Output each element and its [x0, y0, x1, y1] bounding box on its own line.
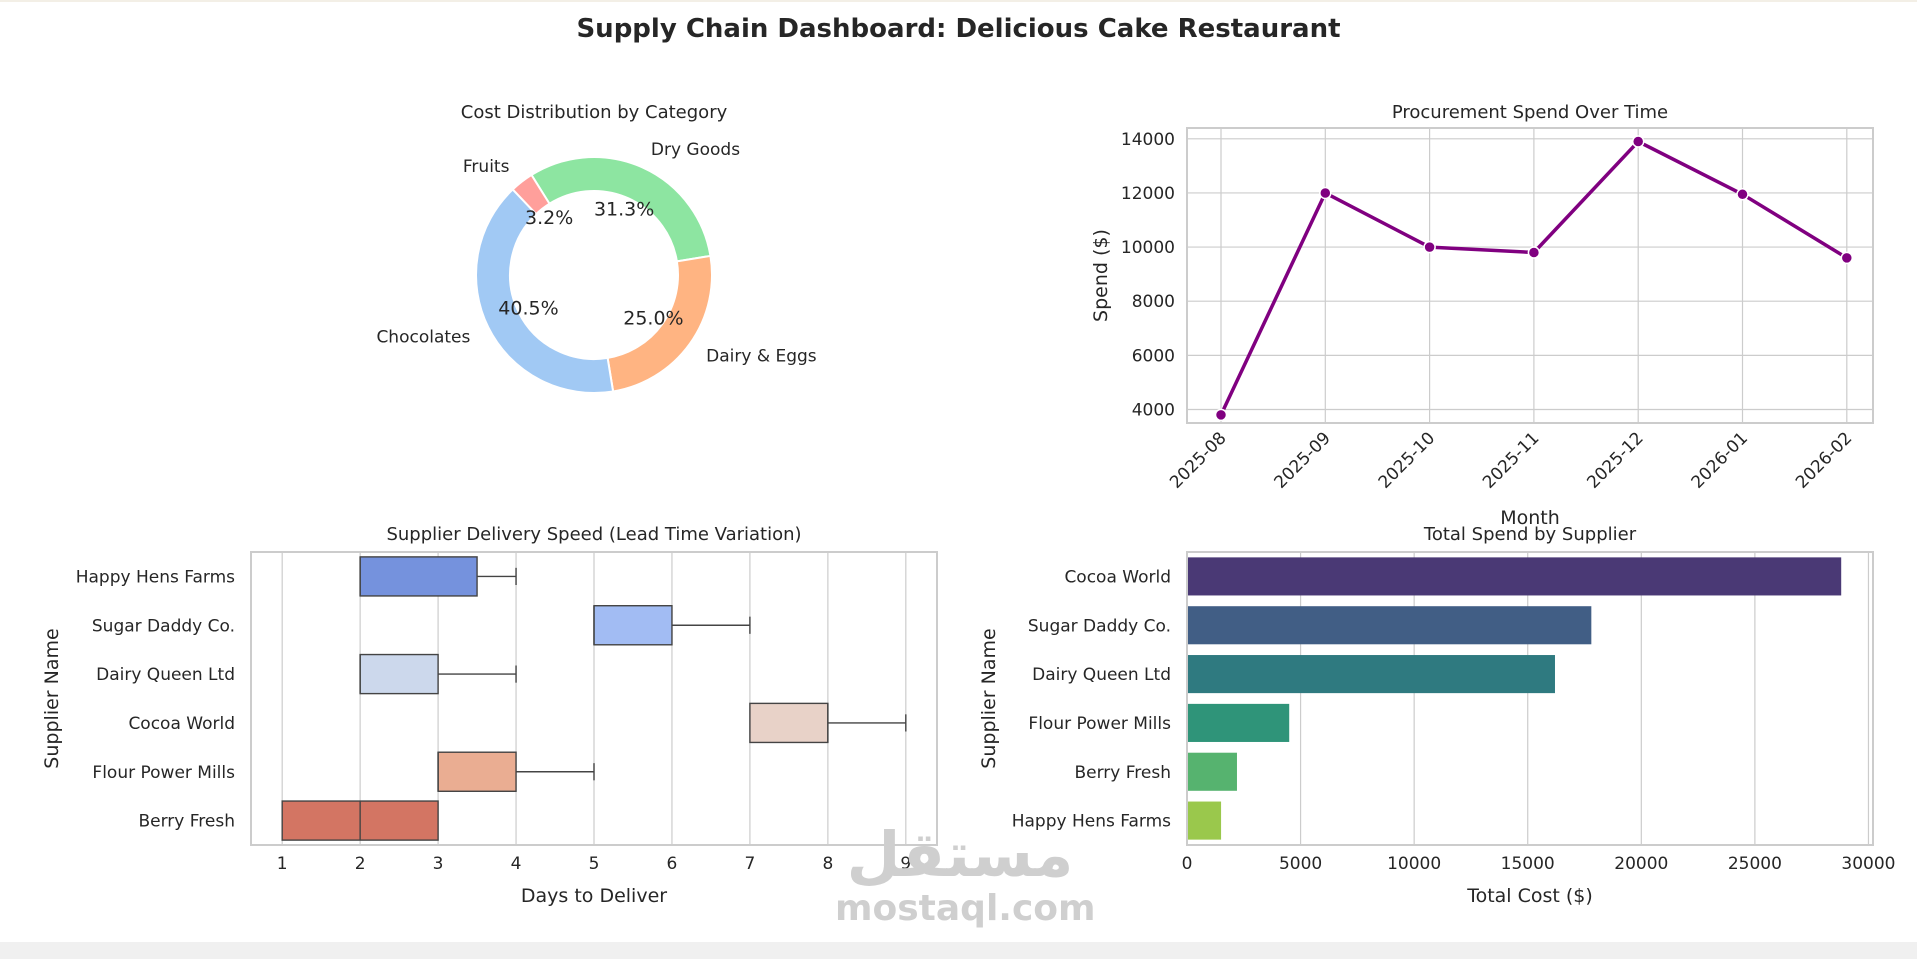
line-point	[1736, 188, 1749, 201]
bar-y-tick-label: Berry Fresh	[1074, 763, 1171, 783]
box-iqr	[437, 751, 517, 792]
bar-x-tick-label: 25000	[1728, 854, 1782, 874]
box-iqr	[593, 605, 673, 646]
box-x-tick-label: 1	[277, 854, 288, 874]
donut-percent-label: 40.5%	[498, 298, 558, 320]
line-y-tick-label: 10000	[1121, 238, 1175, 258]
line-chart-frame	[1186, 127, 1874, 424]
box-iqr	[749, 702, 829, 744]
line-y-tick-label: 8000	[1132, 292, 1175, 312]
bar-x-tick-label: 15000	[1501, 854, 1555, 874]
dashboard-title: Supply Chain Dashboard: Delicious Cake R…	[576, 14, 1341, 44]
bar-x-tick-label: 30000	[1841, 854, 1895, 874]
box-iqr	[359, 653, 439, 695]
bar-y-tick-label: Cocoa World	[1064, 567, 1171, 587]
line-y-axis-label: Spend ($)	[1090, 229, 1112, 322]
box-x-axis-label: Days to Deliver	[521, 885, 667, 907]
line-point	[1214, 408, 1228, 422]
box-x-tick-label: 4	[511, 854, 522, 874]
donut-category-label: Dairy & Eggs	[706, 347, 817, 367]
line-point	[1840, 251, 1854, 265]
box-x-tick-label: 3	[433, 854, 444, 874]
donut-chart: Cost Distribution by Category Dry Goods 31…	[376, 102, 817, 394]
bar-x-tick-label: 10000	[1387, 854, 1441, 874]
bar-x-tick-label: 20000	[1614, 854, 1668, 874]
bar-y-tick-label: Happy Hens Farms	[1012, 812, 1171, 832]
donut-category-label: Dry Goods	[651, 140, 740, 160]
line-y-tick-label: 12000	[1121, 184, 1175, 204]
bar-x-axis-label: Total Cost ($)	[1466, 885, 1593, 907]
box-y-tick-label: Berry Fresh	[138, 812, 235, 832]
box-x-tick-label: 6	[667, 854, 678, 874]
line-point	[1631, 135, 1645, 148]
box-x-tick-label: 8	[822, 854, 833, 874]
bar-y-tick-label: Dairy Queen Ltd	[1032, 665, 1171, 685]
line-x-tick-label: 2025-12	[1583, 428, 1647, 492]
donut-category-label: Fruits	[463, 157, 510, 177]
donut-slice-chocolates	[475, 188, 615, 394]
box-y-tick-label: Happy Hens Farms	[76, 567, 235, 587]
bar-chart: Total Spend by Supplier 0 5000 10000 15000 20…	[978, 524, 1896, 907]
bottom-taskbar-strip	[0, 942, 1917, 959]
box-x-tick-label: 5	[589, 854, 600, 874]
top-border-line	[0, 0, 1917, 2]
bar-flour-power-mills	[1188, 703, 1290, 742]
box-chart-title: Supplier Delivery Speed (Lead Time Varia…	[386, 524, 801, 545]
bar-cocoa-world	[1188, 557, 1842, 596]
donut-slice-fruits	[511, 173, 551, 216]
bar-y-tick-label: Flour Power Mills	[1028, 714, 1171, 734]
line-y-tick-label: 6000	[1132, 346, 1175, 366]
box-x-tick-label: 2	[355, 854, 366, 874]
bar-sugar-daddy-co-	[1188, 606, 1592, 645]
box-x-tick-label: 7	[744, 854, 755, 874]
line-x-tick-label: 2026-02	[1792, 428, 1856, 492]
box-y-tick-label: Flour Power Mills	[92, 763, 235, 783]
line-y-tick-label: 14000	[1121, 130, 1175, 150]
box-y-tick-label: Cocoa World	[128, 714, 235, 734]
bar-chart-frame	[1186, 551, 1874, 846]
bar-y-tick-label: Sugar Daddy Co.	[1028, 616, 1171, 636]
bar-chart-title: Total Spend by Supplier	[1423, 524, 1637, 545]
bar-dairy-queen-ltd	[1188, 655, 1555, 694]
line-x-tick-label: 2026-01	[1688, 428, 1752, 492]
box-plot-chart: Supplier Delivery Speed (Lead Time Varia…	[41, 524, 938, 907]
bar-x-tick-label: 0	[1182, 854, 1193, 874]
bar-y-axis-label: Supplier Name	[978, 628, 1000, 768]
box-y-tick-label: Dairy Queen Ltd	[96, 665, 235, 685]
box-chart-frame	[250, 551, 938, 846]
donut-chart-title: Cost Distribution by Category	[461, 102, 728, 123]
box-y-tick-label: Sugar Daddy Co.	[92, 616, 235, 636]
bar-x-tick-label: 5000	[1279, 854, 1322, 874]
box-y-axis-label: Supplier Name	[41, 628, 63, 768]
line-point	[1423, 240, 1436, 254]
box-iqr	[359, 556, 478, 597]
line-x-axis-label: Month	[1500, 507, 1560, 529]
line-x-tick-label: 2025-08	[1166, 428, 1230, 492]
line-x-tick-label: 2025-09	[1270, 428, 1334, 492]
donut-percent-label: 3.2%	[525, 207, 573, 229]
line-y-tick-label: 4000	[1132, 400, 1175, 420]
line-point	[1527, 246, 1541, 259]
bar-berry-fresh	[1188, 752, 1237, 791]
line-x-tick-label: 2025-10	[1375, 428, 1439, 492]
bar-happy-hens-farms	[1188, 801, 1222, 840]
line-x-tick-label: 2025-11	[1479, 428, 1543, 492]
donut-category-label: Chocolates	[376, 327, 470, 347]
line-point	[1319, 186, 1332, 200]
box-x-tick-label: 9	[900, 854, 911, 874]
donut-percent-label: 25.0%	[623, 308, 683, 330]
line-chart: Procurement Spend Over Time 4000 6000 8000 1…	[1090, 102, 1874, 529]
donut-percent-label: 31.3%	[594, 198, 654, 220]
line-chart-title: Procurement Spend Over Time	[1392, 102, 1668, 123]
